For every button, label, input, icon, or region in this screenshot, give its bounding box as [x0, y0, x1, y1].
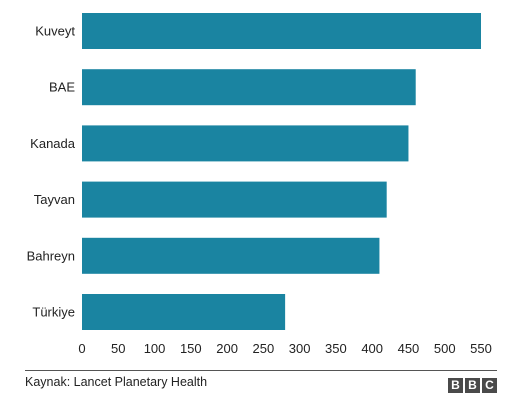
x-tick-label: 100	[144, 341, 166, 356]
x-tick-label: 150	[180, 341, 202, 356]
bbc-logo-letter: C	[482, 378, 497, 393]
category-label: Tayvan	[34, 192, 75, 207]
bar	[82, 69, 416, 106]
x-tick-label: 250	[253, 341, 275, 356]
bbc-logo-letter: B	[465, 378, 480, 393]
category-labels-group: Kuveyt BAE Kanada Tayvan Bahreyn Türkiye	[27, 24, 76, 320]
x-tick-label: 350	[325, 341, 347, 356]
footer-rule	[25, 370, 497, 371]
bars-group	[82, 13, 481, 330]
category-label: Bahreyn	[27, 248, 75, 263]
x-tick-label: 0	[78, 341, 85, 356]
category-label: Kuveyt	[35, 24, 75, 39]
x-tick-label: 200	[216, 341, 238, 356]
bar-chart: Kuveyt BAE Kanada Tayvan Bahreyn Türkiye 0 50 1…	[27, 13, 492, 356]
category-label: Türkiye	[32, 305, 75, 320]
x-tick-label: 300	[289, 341, 311, 356]
bbc-logo-letter: B	[448, 378, 463, 393]
x-tick-label: 400	[361, 341, 383, 356]
source-note: Kaynak: Lancet Planetary Health	[25, 375, 208, 389]
bar	[82, 181, 387, 218]
x-tick-labels-group: 0 50 100 150 200 250 300 350 400 450 500 550	[78, 341, 491, 356]
bar	[82, 294, 286, 330]
x-tick-label: 550	[470, 341, 492, 356]
bar	[82, 237, 380, 274]
x-tick-label: 500	[434, 341, 456, 356]
category-label: Kanada	[30, 136, 76, 151]
bar	[82, 125, 409, 162]
category-label: BAE	[49, 80, 75, 95]
bbc-logo: B B C	[448, 378, 497, 393]
x-tick-label: 450	[398, 341, 420, 356]
x-tick-label: 50	[111, 341, 125, 356]
bar	[82, 13, 481, 49]
